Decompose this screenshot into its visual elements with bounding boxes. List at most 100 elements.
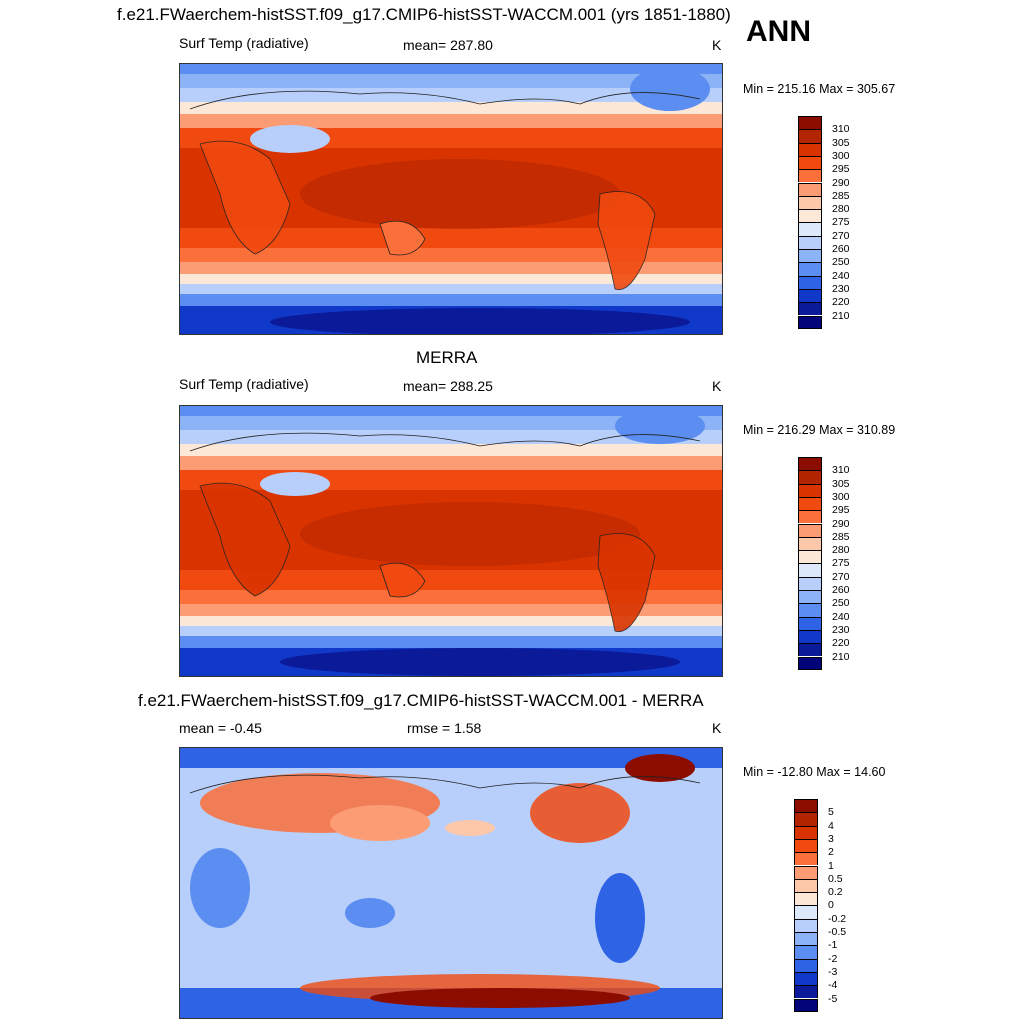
colorbar-tick-label: 310 xyxy=(832,123,850,136)
colorbar-swatch xyxy=(798,315,822,329)
panel-3-units: K xyxy=(712,720,722,736)
colorbar-swatch xyxy=(798,182,822,196)
colorbar-tick-label: -1 xyxy=(828,939,838,952)
colorbar-swatch xyxy=(798,249,822,263)
colorbar-tick-label: 290 xyxy=(832,517,850,530)
colorbar-tick-label: 290 xyxy=(832,176,850,189)
panel-3-title: f.e21.FWaerchem-histSST.f09_g17.CMIP6-hi… xyxy=(138,691,704,710)
panel-3-minmax: Min = -12.80 Max = 14.60 xyxy=(743,765,886,779)
colorbar-swatch xyxy=(798,457,822,471)
colorbar-tick-label: 280 xyxy=(832,203,850,216)
figure-title: f.e21.FWaerchem-histSST.f09_g17.CMIP6-hi… xyxy=(117,5,731,24)
colorbar-swatch xyxy=(798,222,822,236)
colorbar-swatch xyxy=(794,799,818,813)
colorbar-swatch xyxy=(794,905,818,919)
colorbar-tick-label: 230 xyxy=(832,623,850,636)
colorbar-tick-label: 295 xyxy=(832,163,850,176)
colorbar-tick-label: 285 xyxy=(832,530,850,543)
panel-1-units: K xyxy=(712,37,722,53)
panel-2-variable: Surf Temp (radiative) xyxy=(179,376,309,392)
colorbar-swatch xyxy=(798,470,822,484)
colorbar-tick-label: 210 xyxy=(832,309,850,322)
colorbar-swatch xyxy=(798,616,822,630)
panel-1-mean: mean= 287.80 xyxy=(403,37,493,53)
colorbar-tick-label: 210 xyxy=(832,650,850,663)
colorbar-tick-label: 270 xyxy=(832,570,850,583)
colorbar-tick-label: -5 xyxy=(828,992,838,1005)
season-label: ANN xyxy=(746,15,811,48)
panel-3-rmse: rmse = 1.58 xyxy=(407,720,482,736)
panel-2-title: MERRA xyxy=(416,348,478,367)
panel-1-variable: Surf Temp (radiative) xyxy=(179,35,309,51)
colorbar-tick-label: 2 xyxy=(828,846,834,859)
panel-2-mean: mean= 288.25 xyxy=(403,378,493,394)
colorbar-swatch xyxy=(798,302,822,316)
colorbar-tick-label: -3 xyxy=(828,965,838,978)
colorbar-tick-label: -0.2 xyxy=(828,912,847,925)
colorbar-swatch xyxy=(798,603,822,617)
panel-1-map xyxy=(179,63,723,335)
colorbar-swatch xyxy=(794,878,818,893)
colorbar-tick-label: 270 xyxy=(832,229,850,242)
colorbar-tick-label: 260 xyxy=(832,243,850,255)
panel-3-mean: mean = -0.45 xyxy=(179,720,262,736)
colorbar-tick-label: 295 xyxy=(832,504,850,517)
panel-1-temperature-field xyxy=(180,64,722,334)
colorbar-tick-label: 0.5 xyxy=(828,872,843,885)
colorbar-swatch xyxy=(794,918,818,932)
colorbar-tick-label: 300 xyxy=(832,490,850,503)
colorbar-swatch xyxy=(798,288,822,303)
colorbar-tick-label: 3 xyxy=(828,832,834,845)
colorbar-tick-label: 220 xyxy=(832,296,850,309)
colorbar-swatch xyxy=(798,142,822,156)
colorbar-swatch xyxy=(798,275,822,289)
colorbar-swatch xyxy=(798,536,822,551)
colorbar-tick-label: 300 xyxy=(832,149,850,162)
colorbar-tick-label: -0.5 xyxy=(828,926,847,938)
colorbar-swatch xyxy=(798,262,822,276)
colorbar-tick-label: 4 xyxy=(828,819,834,832)
colorbar-tick-label: 305 xyxy=(832,136,850,149)
colorbar-tick-label: -2 xyxy=(828,952,838,965)
colorbar-swatch xyxy=(794,865,818,879)
panel-1-minmax: Min = 215.16 Max = 305.67 xyxy=(743,82,896,96)
colorbar-swatch xyxy=(794,945,818,959)
colorbar-swatch xyxy=(798,550,822,564)
colorbar-swatch xyxy=(794,852,818,866)
panel-3-map xyxy=(179,747,723,1019)
colorbar-swatch xyxy=(798,129,822,143)
colorbar-swatch xyxy=(794,958,818,972)
colorbar-tick-label: 275 xyxy=(832,216,850,229)
colorbar-tick-label: 260 xyxy=(832,584,850,596)
colorbar-swatch xyxy=(798,643,822,657)
colorbar-swatch xyxy=(798,209,822,223)
colorbar-swatch xyxy=(794,812,818,826)
colorbar-swatch xyxy=(794,892,818,906)
colorbar-swatch xyxy=(798,169,822,183)
colorbar-tick-label: 230 xyxy=(832,282,850,295)
colorbar-swatch xyxy=(798,656,822,670)
colorbar-tick-label: 310 xyxy=(832,464,850,477)
colorbar-swatch xyxy=(794,838,818,853)
colorbar-tick-label: 275 xyxy=(832,557,850,570)
colorbar-swatch xyxy=(798,483,822,497)
colorbar-swatch xyxy=(798,563,822,577)
colorbar-tick-label: 5 xyxy=(828,806,834,819)
colorbar-tick-label: 240 xyxy=(832,269,850,282)
colorbar-tick-label: -4 xyxy=(828,979,838,992)
colorbar-swatch xyxy=(798,523,822,537)
colorbar-tick-label: 250 xyxy=(832,256,850,269)
colorbar-swatch xyxy=(798,116,822,130)
colorbar-swatch xyxy=(798,576,822,590)
colorbar-swatch xyxy=(794,985,818,999)
colorbar-tick-label: 220 xyxy=(832,637,850,650)
colorbar-swatch xyxy=(794,998,818,1012)
colorbar-tick-label: 0.2 xyxy=(828,886,843,899)
colorbar-swatch xyxy=(798,510,822,524)
colorbar-tick-label: 285 xyxy=(832,189,850,202)
colorbar-swatch xyxy=(798,590,822,604)
colorbar-tick-label: 250 xyxy=(832,597,850,610)
colorbar-swatch xyxy=(798,496,822,511)
colorbar-tick-label: 305 xyxy=(832,477,850,490)
colorbar-swatch xyxy=(794,825,818,839)
